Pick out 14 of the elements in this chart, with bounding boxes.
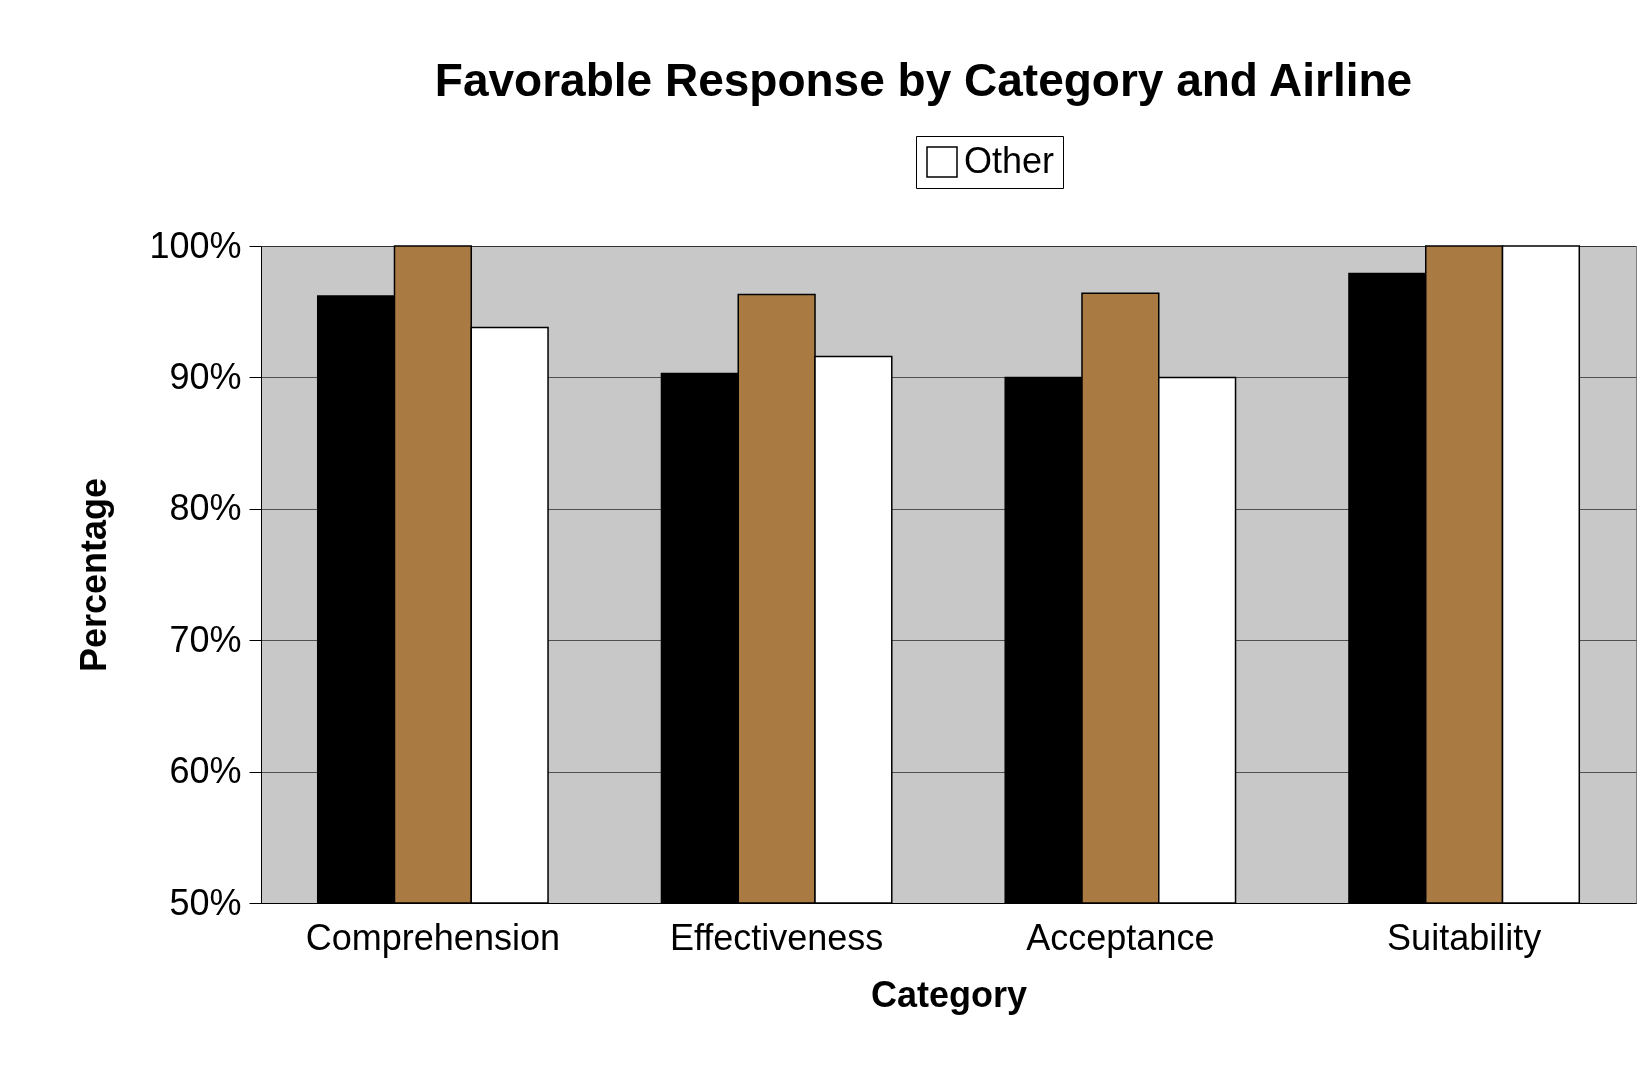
chart-title: Favorable Response by Category and Airline <box>434 53 1413 106</box>
y-tick-label: 100% <box>149 224 242 266</box>
x-tick-label: Comprehension <box>305 916 560 958</box>
x-tick-label: Effectiveness <box>669 916 884 958</box>
legend-label: Other <box>964 140 1055 181</box>
y-tick-label: 70% <box>169 618 242 660</box>
x-tick-label: Acceptance <box>1026 916 1215 958</box>
y-axis-title: Percentage <box>73 477 115 673</box>
y-tick-label: 50% <box>169 881 242 923</box>
y-tick-label: 90% <box>169 355 242 397</box>
y-tick-label: 60% <box>169 750 242 792</box>
x-tick-label: Suitability <box>1387 916 1542 958</box>
y-tick-label: 80% <box>169 487 242 529</box>
x-axis-title: Category <box>870 973 1028 1015</box>
